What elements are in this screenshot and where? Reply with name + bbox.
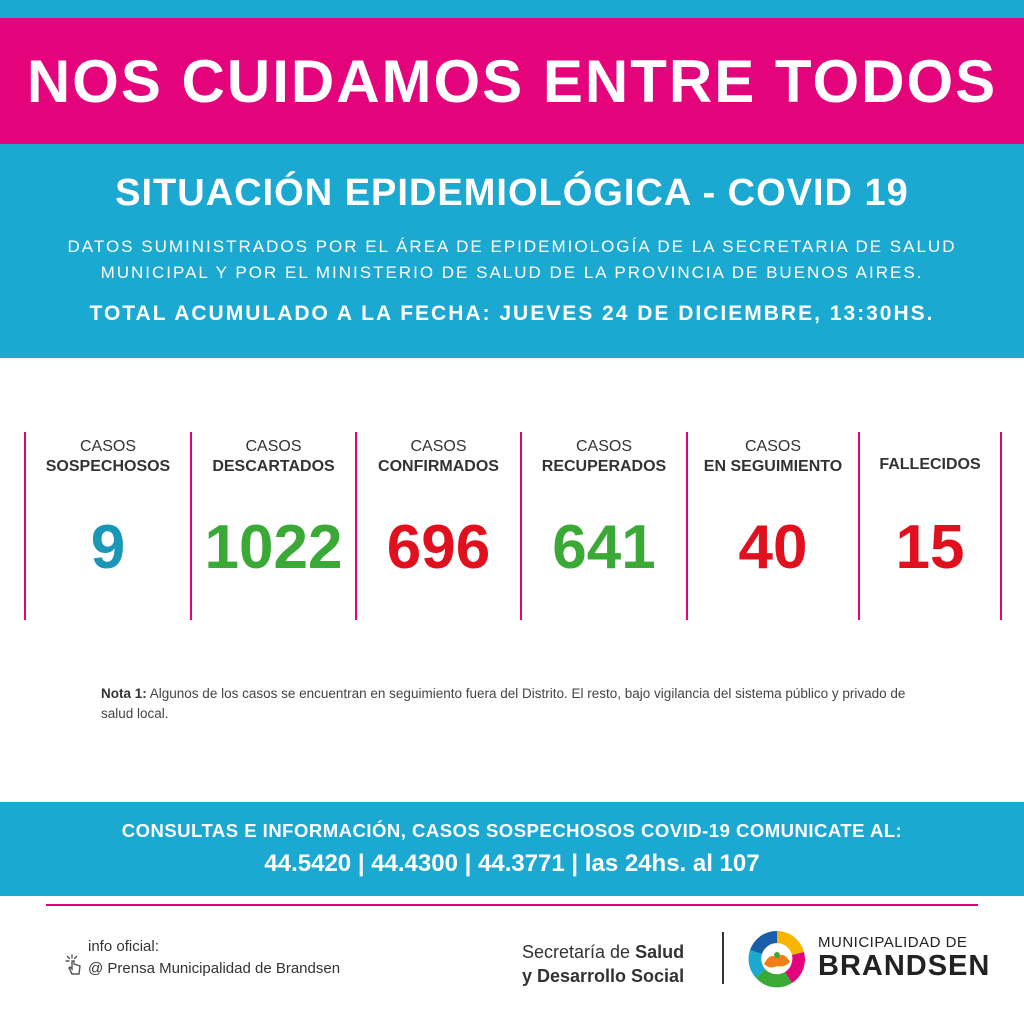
stat-label-2: RECUPERADOS [541,458,667,475]
stat-recuperados: CASOS RECUPERADOS 641 [520,432,686,620]
stat-value: 641 [552,513,656,582]
secretaria-salud: Salud [635,942,685,962]
banner-title: NOS CUIDAMOS ENTRE TODOS [26,47,998,115]
top-strip [0,0,1024,18]
municipal-logo-icon [747,929,807,989]
note-text: Algunos de los casos se encuentran en se… [101,686,906,721]
info-label: info oficial: [88,938,159,955]
source-text: DATOS SUMINISTRADOS POR EL ÁREA DE EPIDE… [0,234,1024,286]
stat-value: 1022 [204,513,343,582]
total-date: TOTAL ACUMULADO A LA FECHA: JUEVES 24 DE… [89,302,935,325]
municipalidad-label: MUNICIPALIDAD DE [818,934,968,951]
page-title: SITUACIÓN EPIDEMIOLÓGICA - COVID 19 [115,172,909,214]
stat-value: 40 [738,513,808,582]
header-panel: SITUACIÓN EPIDEMIOLÓGICA - COVID 19 DATO… [0,144,1024,358]
secretaria-prefix: Secretaría de [522,942,636,962]
banner: NOS CUIDAMOS ENTRE TODOS [0,18,1024,144]
stat-label-1: CASOS [79,438,136,455]
contact-phones: 44.5420 | 44.4300 | 44.3771 | las 24hs. … [264,850,760,877]
footer-divider [46,904,978,906]
secretaria-desarrollo: y Desarrollo Social [522,966,685,986]
info-page: @ Prensa Municipalidad de Brandsen [88,960,341,977]
contact-heading: CONSULTAS E INFORMACIÓN, CASOS SOSPECHOS… [121,820,903,841]
stats-row: CASOS SOSPECHOSOS 9 CASOS DESCARTADOS 10… [24,432,1002,620]
source-line-1: DATOS SUMINISTRADOS POR EL ÁREA DE EPIDE… [67,237,957,256]
note: Nota 1: Algunos de los casos se encuentr… [101,684,921,724]
municipalidad: MUNICIPALIDAD DE BRANDSEN [818,934,990,981]
municipalidad-name: BRANDSEN [818,950,991,982]
stat-label-2: EN SEGUIMIENTO [703,458,843,475]
stat-label-2: FALLECIDOS [879,456,981,473]
stat-seguimiento: CASOS EN SEGUIMIENTO 40 [686,432,858,620]
contact-panel: CONSULTAS E INFORMACIÓN, CASOS SOSPECHOS… [0,802,1024,896]
secretaria: Secretaría de Salud y Desarrollo Social [522,940,684,988]
stat-sospechosos: CASOS SOSPECHOSOS 9 [24,432,190,620]
stat-label-2: CONFIRMADOS [378,458,499,475]
stat-value: 696 [386,513,491,582]
footer-separator [722,932,724,984]
stat-label-1: CASOS [410,438,467,455]
click-hand-icon [65,954,81,975]
stat-confirmados: CASOS CONFIRMADOS 696 [355,432,520,620]
stat-value: 9 [90,513,126,582]
source-line-2: MUNICIPAL Y POR EL MINISTERIO DE SALUD D… [100,263,924,282]
stat-label-2: DESCARTADOS [212,458,335,475]
stat-label-1: CASOS [744,438,801,455]
stat-fallecidos: FALLECIDOS 15 [858,432,1002,620]
stat-descartados: CASOS DESCARTADOS 1022 [190,432,355,620]
stat-value: 15 [895,513,965,582]
stat-label-1: CASOS [245,438,302,455]
note-label: Nota 1: [101,686,147,701]
stat-label-2: SOSPECHOSOS [45,458,171,475]
stat-label-1: CASOS [575,438,632,455]
